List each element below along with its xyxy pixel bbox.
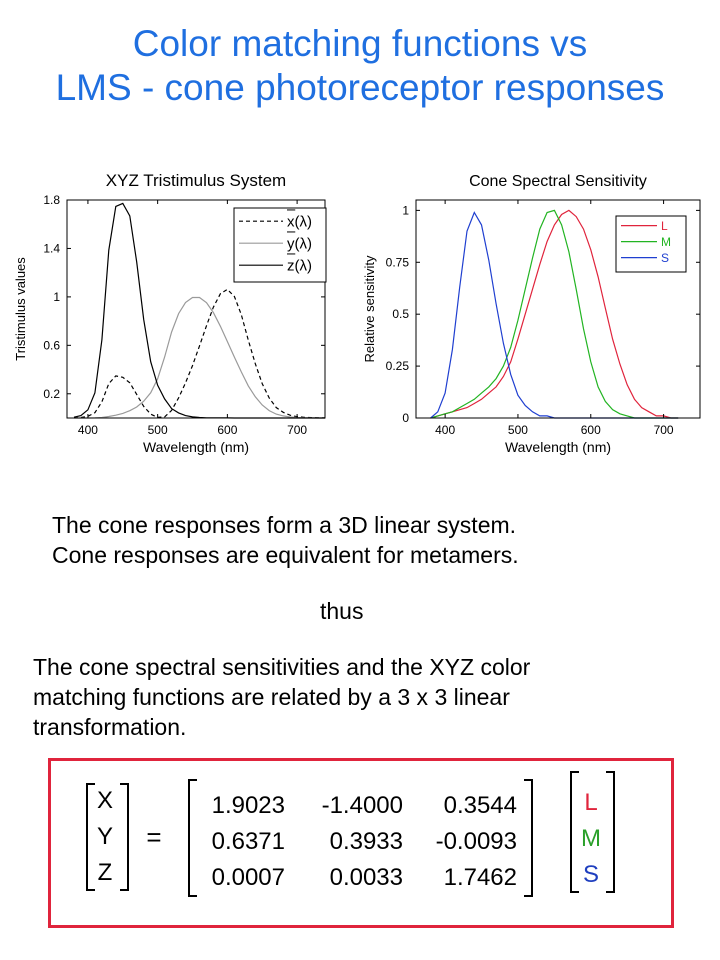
y-tick-label: 0.5 bbox=[392, 307, 409, 321]
paragraph2-line1: The cone spectral sensitivities and the … bbox=[33, 654, 531, 680]
y-tick-label: 1.4 bbox=[43, 241, 60, 255]
series-line bbox=[74, 296, 325, 419]
paragraph-transformation: The cone spectral sensitivities and the … bbox=[33, 652, 530, 742]
paragraph2-line2: matching functions are related by a 3 x … bbox=[33, 684, 510, 710]
x-tick-label: 500 bbox=[148, 423, 168, 437]
matrix-right-bracket bbox=[524, 779, 533, 897]
legend-label: M bbox=[661, 235, 671, 249]
xyz-tristimulus-chart: XYZ Tristimulus System 400 500 600 700 0.2 0.6… bbox=[13, 171, 327, 455]
y-tick-label: 1 bbox=[402, 203, 409, 217]
vector-s: S bbox=[582, 861, 599, 888]
y-tick-label: 1 bbox=[53, 290, 60, 304]
matrix-cell: 0.3544 bbox=[443, 792, 517, 819]
x-tick-label: 400 bbox=[435, 423, 455, 437]
vector-l: L bbox=[584, 789, 598, 816]
y-axis-label: Relative sensitivity bbox=[362, 255, 377, 362]
matrix-row-1: 1.9023 -1.4000 0.3544 bbox=[187, 788, 527, 824]
cone-sensitivity-chart: Cone Spectral Sensitivity 400 500 600 700 0 0.… bbox=[362, 173, 701, 455]
x-tick-label: 600 bbox=[217, 423, 237, 437]
slide-title: Color matching functions vs LMS - cone p… bbox=[0, 22, 720, 110]
chart-title: Cone Spectral Sensitivity bbox=[469, 173, 647, 190]
series-line bbox=[73, 288, 325, 419]
thus-text: thus bbox=[320, 598, 364, 624]
legend-label: y(λ) bbox=[287, 235, 312, 252]
y-tick-label: 0.25 bbox=[386, 359, 410, 373]
legend-label: z(λ) bbox=[287, 257, 312, 274]
title-line-2: LMS - cone photoreceptor responses bbox=[55, 67, 665, 108]
legend-label: S bbox=[661, 251, 669, 265]
xyz-vector: X Y Z bbox=[91, 783, 119, 891]
matrix-cell: -1.4000 bbox=[321, 792, 403, 819]
matrix-cell: 1.9023 bbox=[211, 792, 285, 819]
x-tick-label: 500 bbox=[508, 423, 528, 437]
xyz-left-bracket bbox=[86, 783, 95, 891]
legend-box bbox=[615, 215, 687, 273]
matrix-row-2: 0.6371 0.3933 -0.0093 bbox=[187, 824, 527, 860]
lms-vector: L M S bbox=[576, 785, 606, 893]
series-line bbox=[430, 209, 679, 419]
x-tick-label: 400 bbox=[78, 423, 98, 437]
matrix-cell: 0.0007 bbox=[211, 864, 285, 891]
y-tick-label: 0 bbox=[402, 411, 409, 425]
paragraph1-line1: The cone responses form a 3D linear syst… bbox=[52, 512, 517, 538]
matrix-row-3: 0.0007 0.0033 1.7462 bbox=[187, 860, 527, 896]
legend-label: L bbox=[661, 219, 668, 233]
matrix-cell: 0.3933 bbox=[329, 828, 403, 855]
paragraph1-line2: Cone responses are equivalent for metame… bbox=[52, 542, 519, 568]
x-tick-label: 700 bbox=[654, 423, 674, 437]
matrix-cell: 0.0033 bbox=[329, 864, 403, 891]
title-line-1: Color matching functions vs bbox=[132, 23, 588, 64]
matrix-cell: -0.0093 bbox=[435, 828, 517, 855]
vector-y: Y bbox=[96, 823, 113, 850]
lms-left-bracket bbox=[570, 771, 579, 893]
x-tick-label: 700 bbox=[287, 423, 307, 437]
chart-title: XYZ Tristimulus System bbox=[106, 171, 286, 190]
matrix-left-bracket bbox=[188, 779, 197, 897]
y-axis-label: Tristimulus values bbox=[13, 257, 28, 361]
y-tick-label: 0.2 bbox=[43, 387, 60, 401]
matrix-cell: 0.6371 bbox=[211, 828, 285, 855]
legend-box bbox=[233, 207, 327, 283]
equation-box: X Y Z = 1.9023 -1.4000 0.3544 0.6371 0.3933… bbox=[48, 758, 674, 928]
equals-sign: = bbox=[146, 822, 162, 852]
vector-x: X bbox=[96, 787, 113, 814]
vector-m: M bbox=[581, 825, 601, 852]
plot-frame bbox=[415, 199, 701, 419]
x-axis-label: Wavelength (nm) bbox=[143, 439, 249, 455]
y-tick-label: 1.8 bbox=[43, 193, 60, 207]
paragraph2-line3: transformation. bbox=[33, 714, 187, 740]
x-tick-label: 600 bbox=[581, 423, 601, 437]
legend-label: x(λ) bbox=[287, 213, 312, 230]
xyz-right-bracket bbox=[120, 783, 129, 891]
y-tick-label: 0.6 bbox=[43, 338, 60, 352]
paragraph-cone-responses: The cone responses form a 3D linear syst… bbox=[52, 510, 519, 570]
y-tick-label: 0.75 bbox=[386, 255, 410, 269]
lms-right-bracket bbox=[606, 771, 615, 893]
matrix-cell: 1.7462 bbox=[443, 864, 517, 891]
x-axis-label: Wavelength (nm) bbox=[505, 439, 611, 455]
plot-frame bbox=[66, 199, 326, 419]
vector-z: Z bbox=[97, 859, 113, 886]
